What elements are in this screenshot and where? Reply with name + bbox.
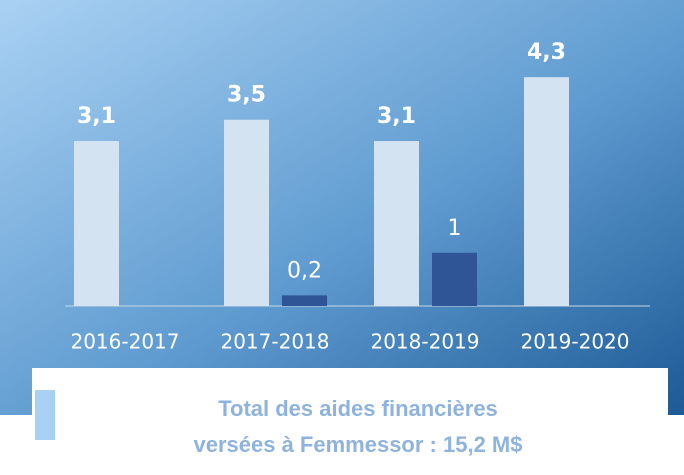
note-line: Total des aides financières [218, 396, 498, 421]
data-label: 4,3 [527, 40, 566, 65]
data-label: 0,2 [287, 258, 322, 283]
data-label: 3,1 [377, 104, 416, 129]
bar [524, 77, 569, 306]
bar [374, 141, 419, 306]
x-tick-label: 2018-2019 [370, 330, 479, 354]
note-box [32, 368, 668, 475]
note-line: versées à Femmessor : 15,2 M$ [194, 432, 523, 457]
data-label: 3,1 [77, 104, 116, 129]
bar [432, 252, 477, 306]
x-tick-label: 2016-2017 [70, 330, 179, 354]
bar [282, 295, 327, 306]
bar [74, 141, 119, 306]
x-tick-label: 2019-2020 [520, 330, 629, 354]
bar [224, 119, 269, 306]
x-tick-label: 2017-2018 [220, 330, 329, 354]
data-label: 3,5 [227, 83, 266, 108]
data-label: 1 [448, 216, 462, 241]
note-stripe [35, 390, 55, 440]
